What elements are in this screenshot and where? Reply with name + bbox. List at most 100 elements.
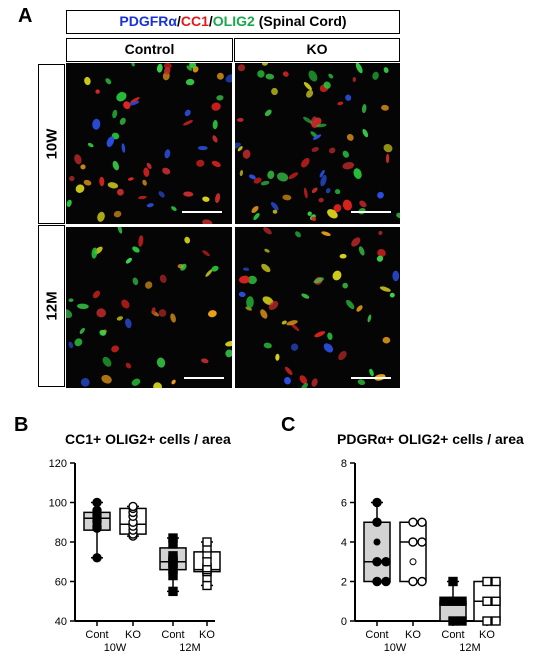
y-tick-label: 40 (55, 616, 67, 628)
cell-marker (310, 116, 318, 127)
cell-marker (262, 296, 274, 306)
data-point (417, 576, 427, 587)
data-point (408, 537, 418, 547)
micrograph-ko-12m (235, 227, 400, 388)
y-tick-label: 2 (341, 577, 347, 589)
cell-marker (225, 74, 232, 83)
cell-marker (237, 146, 243, 152)
cell-marker (74, 154, 82, 165)
data-point (92, 505, 102, 516)
cell-marker (225, 349, 232, 358)
cell-marker (183, 191, 194, 197)
row-header-12m: 12M (38, 225, 65, 387)
cell-marker (320, 174, 327, 187)
cell-marker (196, 159, 205, 167)
cell-marker (338, 351, 347, 361)
cell-marker (307, 211, 312, 216)
cell-marker (138, 235, 144, 247)
group-label: 12M (179, 642, 200, 654)
column-header-ko: KO (234, 38, 400, 62)
cell-marker (156, 63, 163, 73)
panel-letter-c: C (281, 414, 296, 436)
cell-marker (328, 73, 334, 79)
data-point (168, 551, 178, 561)
cell-marker (359, 200, 367, 208)
micrograph-ko-10w (235, 63, 400, 224)
marker-olig2-label: OLIG2 (212, 13, 255, 29)
cell-marker (376, 255, 384, 262)
cell-marker (79, 327, 85, 334)
cell-marker (313, 277, 324, 284)
cell-marker (303, 187, 308, 199)
cell-marker (253, 212, 260, 221)
cell-marker (121, 143, 126, 153)
data-point (168, 586, 178, 597)
cell-marker (132, 277, 139, 286)
data-point (491, 596, 501, 606)
cell-marker (261, 63, 269, 66)
cell-marker (392, 270, 400, 282)
tissue-label: (Spinal Cord) (254, 13, 347, 29)
cell-marker (362, 128, 369, 138)
y-tick-label: 8 (341, 458, 347, 470)
cell-marker (327, 332, 333, 340)
data-point (92, 497, 102, 508)
cell-marker (251, 206, 259, 213)
cell-marker (132, 246, 140, 253)
cell-marker (117, 227, 123, 234)
micrograph-control-12m (66, 227, 232, 388)
row-header-10w: 10W (38, 64, 65, 224)
cell-marker (337, 101, 344, 106)
data-point (372, 576, 382, 587)
x-tick-label: KO (199, 629, 215, 641)
cell-marker (381, 104, 389, 111)
cell-marker (111, 345, 119, 353)
cell-marker (92, 290, 101, 299)
cell-marker (184, 236, 191, 244)
cell-marker (66, 309, 73, 319)
cell-marker (246, 296, 254, 309)
cell-marker (186, 65, 192, 71)
cell-marker (125, 257, 132, 264)
data-point (417, 517, 427, 527)
cell-marker (353, 168, 362, 179)
separator: / (208, 13, 213, 29)
cell-marker (158, 309, 167, 317)
data-point (482, 596, 492, 606)
cell-marker (116, 316, 123, 321)
cell-marker (171, 206, 177, 211)
cell-marker (119, 117, 126, 125)
cell-marker (396, 212, 400, 219)
cell-marker (355, 63, 363, 74)
cell-marker (117, 188, 124, 196)
cell-marker (68, 341, 74, 349)
cell-marker (105, 78, 112, 85)
cell-marker (146, 203, 154, 208)
cell-marker (189, 63, 197, 69)
data-point (372, 557, 382, 567)
cell-marker (372, 71, 379, 80)
cell-marker (288, 172, 299, 180)
cell-marker (211, 160, 221, 168)
panel-letter-a: A (18, 5, 33, 27)
cell-marker (299, 375, 308, 384)
x-tick-label: Cont (365, 629, 388, 641)
cell-marker (271, 87, 278, 96)
cell-marker (334, 189, 341, 195)
cell-marker (112, 109, 118, 119)
x-tick-label: Cont (85, 629, 108, 641)
mean-marker (409, 558, 417, 566)
cell-marker (351, 237, 361, 247)
data-point (408, 517, 418, 527)
cell-marker (123, 101, 131, 110)
cell-marker (185, 78, 195, 86)
cell-marker (127, 177, 134, 181)
cell-marker (69, 175, 75, 182)
cell-marker (101, 374, 112, 384)
cell-marker (237, 64, 246, 72)
cell-marker (247, 275, 257, 285)
data-point (457, 596, 467, 606)
x-tick-label: KO (125, 629, 141, 641)
